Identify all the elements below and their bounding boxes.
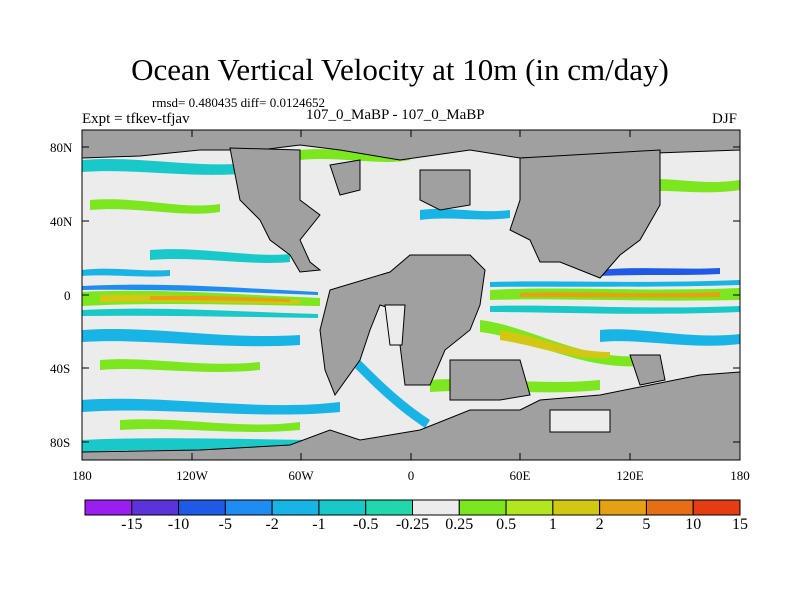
colorbar-swatch <box>365 499 414 516</box>
season-label: DJF <box>712 111 738 127</box>
colorbar-swatch <box>599 499 647 516</box>
colorbar-label: 2 <box>595 516 604 533</box>
plot-title: Ocean Vertical Velocity at 10m (in cm/da… <box>131 52 669 87</box>
colorbar-label: 15 <box>732 516 748 533</box>
colorbar-swatch <box>178 499 226 516</box>
lon-label-120w: 120W <box>176 468 208 483</box>
velocity-field <box>82 148 740 452</box>
colorbar-swatch <box>84 499 133 516</box>
colorbar-swatch <box>224 499 273 516</box>
lat-ticks <box>82 146 740 443</box>
land-masses <box>82 130 740 460</box>
lat-label-80n: 80N <box>50 140 73 155</box>
colorbar-label: -2 <box>265 516 279 533</box>
lat-label-40n: 40N <box>50 214 73 229</box>
stats-line: rmsd= 0.480435 diff= 0.0124652 <box>152 95 325 110</box>
colorbar-swatch <box>692 499 741 516</box>
lon-label-60w: 60W <box>288 468 314 483</box>
lon-label-180e: 180 <box>730 468 750 483</box>
colorbar-label: -0.5 <box>353 516 379 533</box>
colorbar-label: -5 <box>218 516 233 533</box>
colorbar-label: 10 <box>685 516 702 533</box>
colorbar-label: -0.25 <box>395 516 430 533</box>
experiment-label: Expt = tfkev-tfjav <box>82 111 190 127</box>
colorbar-label: 0.5 <box>496 516 517 533</box>
lat-label-40s: 40S <box>50 361 71 376</box>
colorbar <box>84 499 741 516</box>
colorbar-swatch <box>458 499 507 516</box>
colorbar-label: 1 <box>548 516 557 533</box>
lon-ticks <box>81 130 741 460</box>
colorbar-label: -15 <box>121 516 143 533</box>
lon-label-0: 0 <box>407 468 415 483</box>
colorbar-swatch <box>271 499 320 516</box>
colorbar-swatch <box>645 499 694 516</box>
lon-label-120e: 120E <box>616 468 644 483</box>
colorbar-label: -1 <box>312 516 326 533</box>
colorbar-label: 5 <box>642 516 651 533</box>
lon-label-180w: 180 <box>72 468 92 483</box>
colorbar-swatch <box>318 499 367 516</box>
difference-label: 107_0_MaBP - 107_0_MaBP <box>306 107 485 123</box>
lat-label-0: 0 <box>64 288 71 303</box>
colorbar-label: 0.25 <box>445 516 474 533</box>
lat-label-80s: 80S <box>50 435 71 450</box>
colorbar-swatch <box>552 499 601 516</box>
lon-label-60e: 60E <box>509 468 531 483</box>
colorbar-swatch <box>505 499 554 516</box>
colorbar-swatch <box>412 499 460 516</box>
colorbar-swatch <box>131 499 180 516</box>
colorbar-label: -10 <box>167 516 190 533</box>
